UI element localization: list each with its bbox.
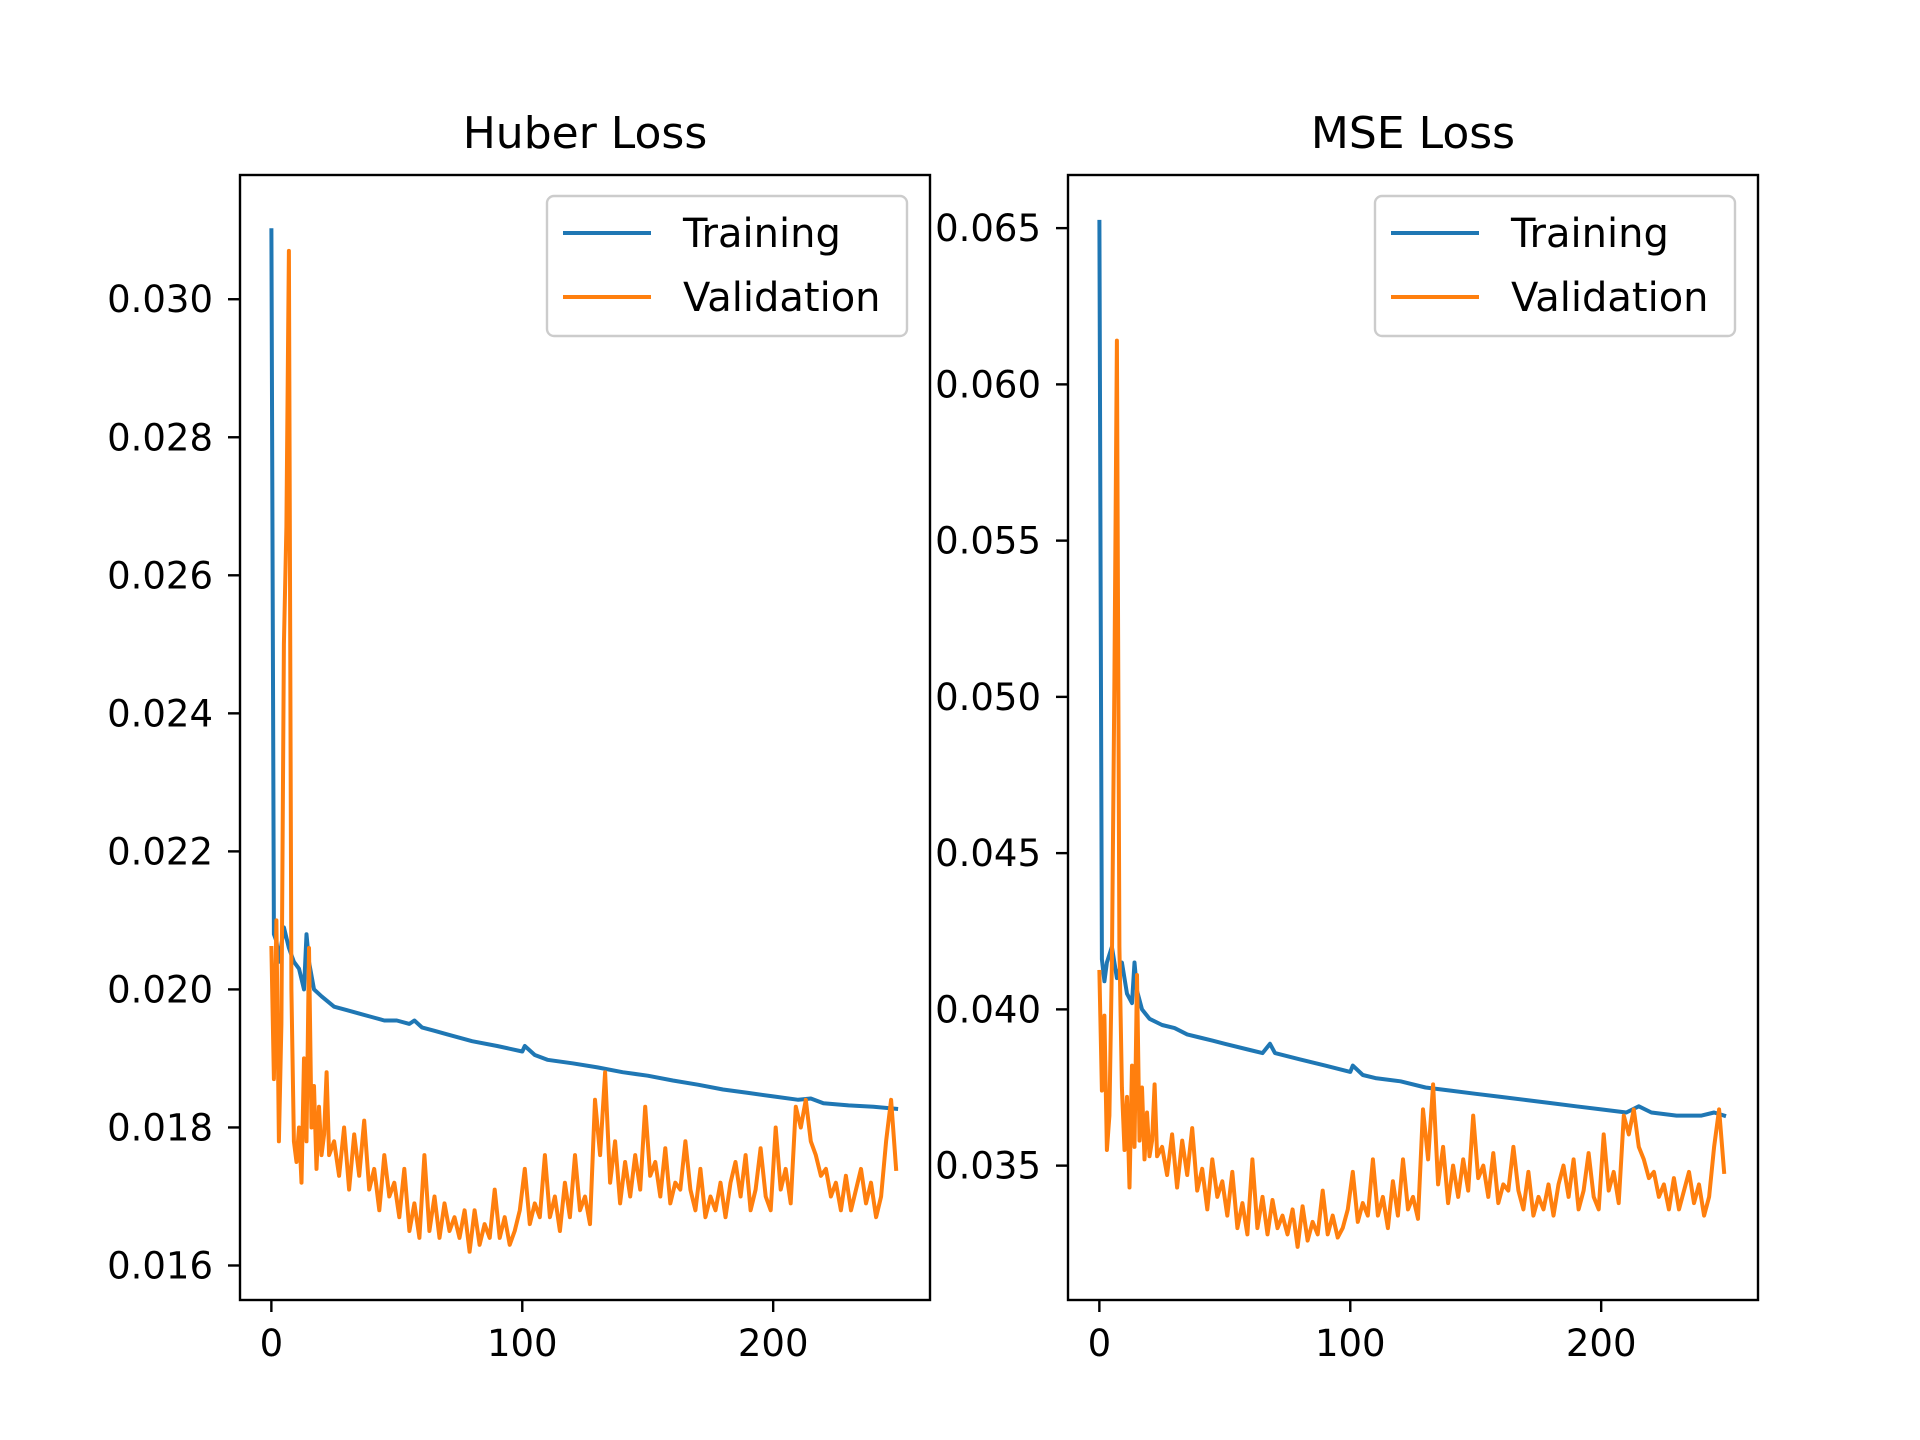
huber-loss-y-tick-label: 0.022 bbox=[107, 830, 213, 873]
huber-loss-legend-validation-label: Validation bbox=[683, 275, 881, 321]
mse-loss-y-tick-label: 0.065 bbox=[935, 207, 1041, 250]
mse-loss-legend: Training Validation bbox=[1373, 194, 1737, 338]
huber-loss-y-tick-label: 0.030 bbox=[107, 278, 213, 321]
mse-loss-legend-validation-label: Validation bbox=[1511, 275, 1709, 321]
mse-loss-ticks: 0 100 200 0.035 0.040 0.045 0.050 0.055 0.060 0.0… bbox=[935, 207, 1636, 1365]
mse-loss-axes-frame bbox=[1066, 173, 1760, 1302]
mse-loss-subplot: MSE Loss 0 100 200 0.035 0.040 0.045 0.050 0.05… bbox=[935, 108, 1760, 1365]
huber-loss-y-tick-label: 0.024 bbox=[107, 692, 213, 735]
huber-loss-y-tick-label: 0.016 bbox=[107, 1244, 213, 1287]
huber-loss-x-tick-label: 200 bbox=[738, 1322, 809, 1365]
mse-loss-plot-area bbox=[1097, 219, 1727, 1249]
mse-loss-validation-line bbox=[1097, 338, 1727, 1249]
huber-loss-y-tick-label: 0.028 bbox=[107, 416, 213, 459]
huber-loss-subplot: Huber Loss 0 100 200 0.016 0.018 0.020 0.022 0.… bbox=[107, 108, 932, 1365]
huber-loss-x-tick-label: 0 bbox=[260, 1322, 284, 1365]
mse-loss-y-tick-label: 0.040 bbox=[935, 988, 1041, 1031]
huber-loss-title: Huber Loss bbox=[463, 108, 708, 159]
huber-loss-y-tick-label: 0.020 bbox=[107, 968, 213, 1011]
huber-loss-validation-line bbox=[269, 248, 899, 1254]
mse-loss-title: MSE Loss bbox=[1311, 108, 1515, 159]
huber-loss-plot-area bbox=[269, 228, 899, 1254]
huber-loss-x-tick-label: 100 bbox=[487, 1322, 558, 1365]
mse-loss-legend-training-label: Training bbox=[1510, 211, 1669, 257]
mse-loss-y-tick-label: 0.060 bbox=[935, 363, 1041, 406]
huber-loss-ticks: 0 100 200 0.016 0.018 0.020 0.022 0.024 0.026 0.0… bbox=[107, 278, 808, 1365]
huber-loss-legend: Training Validation bbox=[545, 194, 909, 338]
mse-loss-y-tick-label: 0.035 bbox=[935, 1145, 1041, 1188]
huber-loss-y-tick-label: 0.018 bbox=[107, 1106, 213, 1149]
mse-loss-y-tick-label: 0.050 bbox=[935, 676, 1041, 719]
mse-loss-y-tick-label: 0.045 bbox=[935, 832, 1041, 875]
huber-loss-legend-training-label: Training bbox=[682, 211, 841, 257]
mse-loss-x-tick-label: 0 bbox=[1088, 1322, 1112, 1365]
mse-loss-y-tick-label: 0.055 bbox=[935, 520, 1041, 563]
huber-loss-training-line bbox=[269, 228, 899, 1111]
huber-loss-axes-frame bbox=[238, 173, 932, 1302]
mse-loss-x-tick-label: 100 bbox=[1315, 1322, 1386, 1365]
huber-loss-y-tick-label: 0.026 bbox=[107, 554, 213, 597]
mse-loss-x-tick-label: 200 bbox=[1566, 1322, 1637, 1365]
mse-loss-training-line bbox=[1097, 219, 1727, 1119]
